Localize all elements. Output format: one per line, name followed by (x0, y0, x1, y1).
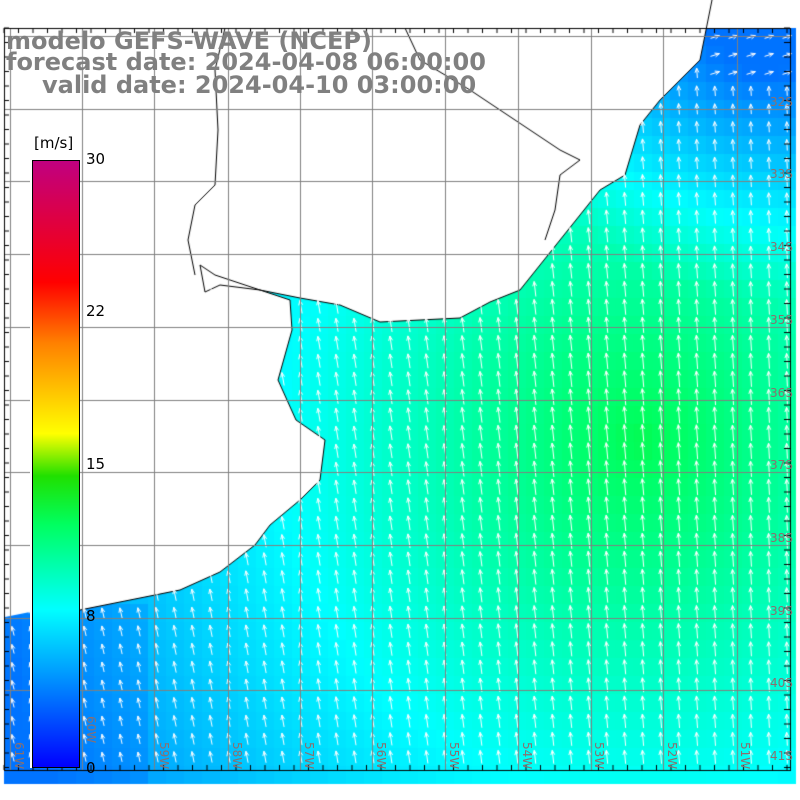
colorbar-tick-30: 30 (86, 150, 106, 168)
lon-label: 52W (665, 742, 679, 770)
colorbar-units: [m/s] (34, 134, 74, 152)
colorbar-tick-0: 0 (86, 759, 96, 777)
lon-label: 53W (592, 742, 606, 770)
lon-label: 57W (302, 742, 316, 770)
colorbar-tick-8: 8 (86, 607, 96, 625)
lat-label: 37S (770, 458, 793, 472)
lon-label: 58W (230, 742, 244, 770)
lon-label: 56W (374, 742, 388, 770)
lon-label: 54W (520, 742, 534, 770)
lon-label: 60W (84, 716, 98, 744)
lat-label: 40S (770, 676, 793, 690)
colorbar (32, 160, 80, 768)
valid-date: valid date: 2024-04-10 03:00:00 (42, 71, 477, 99)
lat-label: 32S (770, 95, 793, 109)
lon-label: 55W (447, 742, 461, 770)
lon-label: 61W (12, 742, 26, 770)
lat-label: 35S (770, 313, 793, 327)
lat-label: 41S (770, 749, 793, 763)
colorbar-tick-22: 22 (86, 302, 106, 320)
lat-label: 39S (770, 604, 793, 618)
lon-label: 51W (738, 742, 752, 770)
forecast-date: forecast date: 2024-04-08 06:00:00 (6, 48, 486, 76)
lat-label: 34S (770, 240, 793, 254)
model-title: modelo GEFS-WAVE (NCEP) (6, 27, 372, 55)
lat-label: 38S (770, 531, 793, 545)
lat-label: 36S (770, 386, 793, 400)
lat-label: 33S (770, 167, 793, 181)
colorbar-tick-15: 15 (86, 455, 106, 473)
lon-label: 59W (157, 742, 171, 770)
